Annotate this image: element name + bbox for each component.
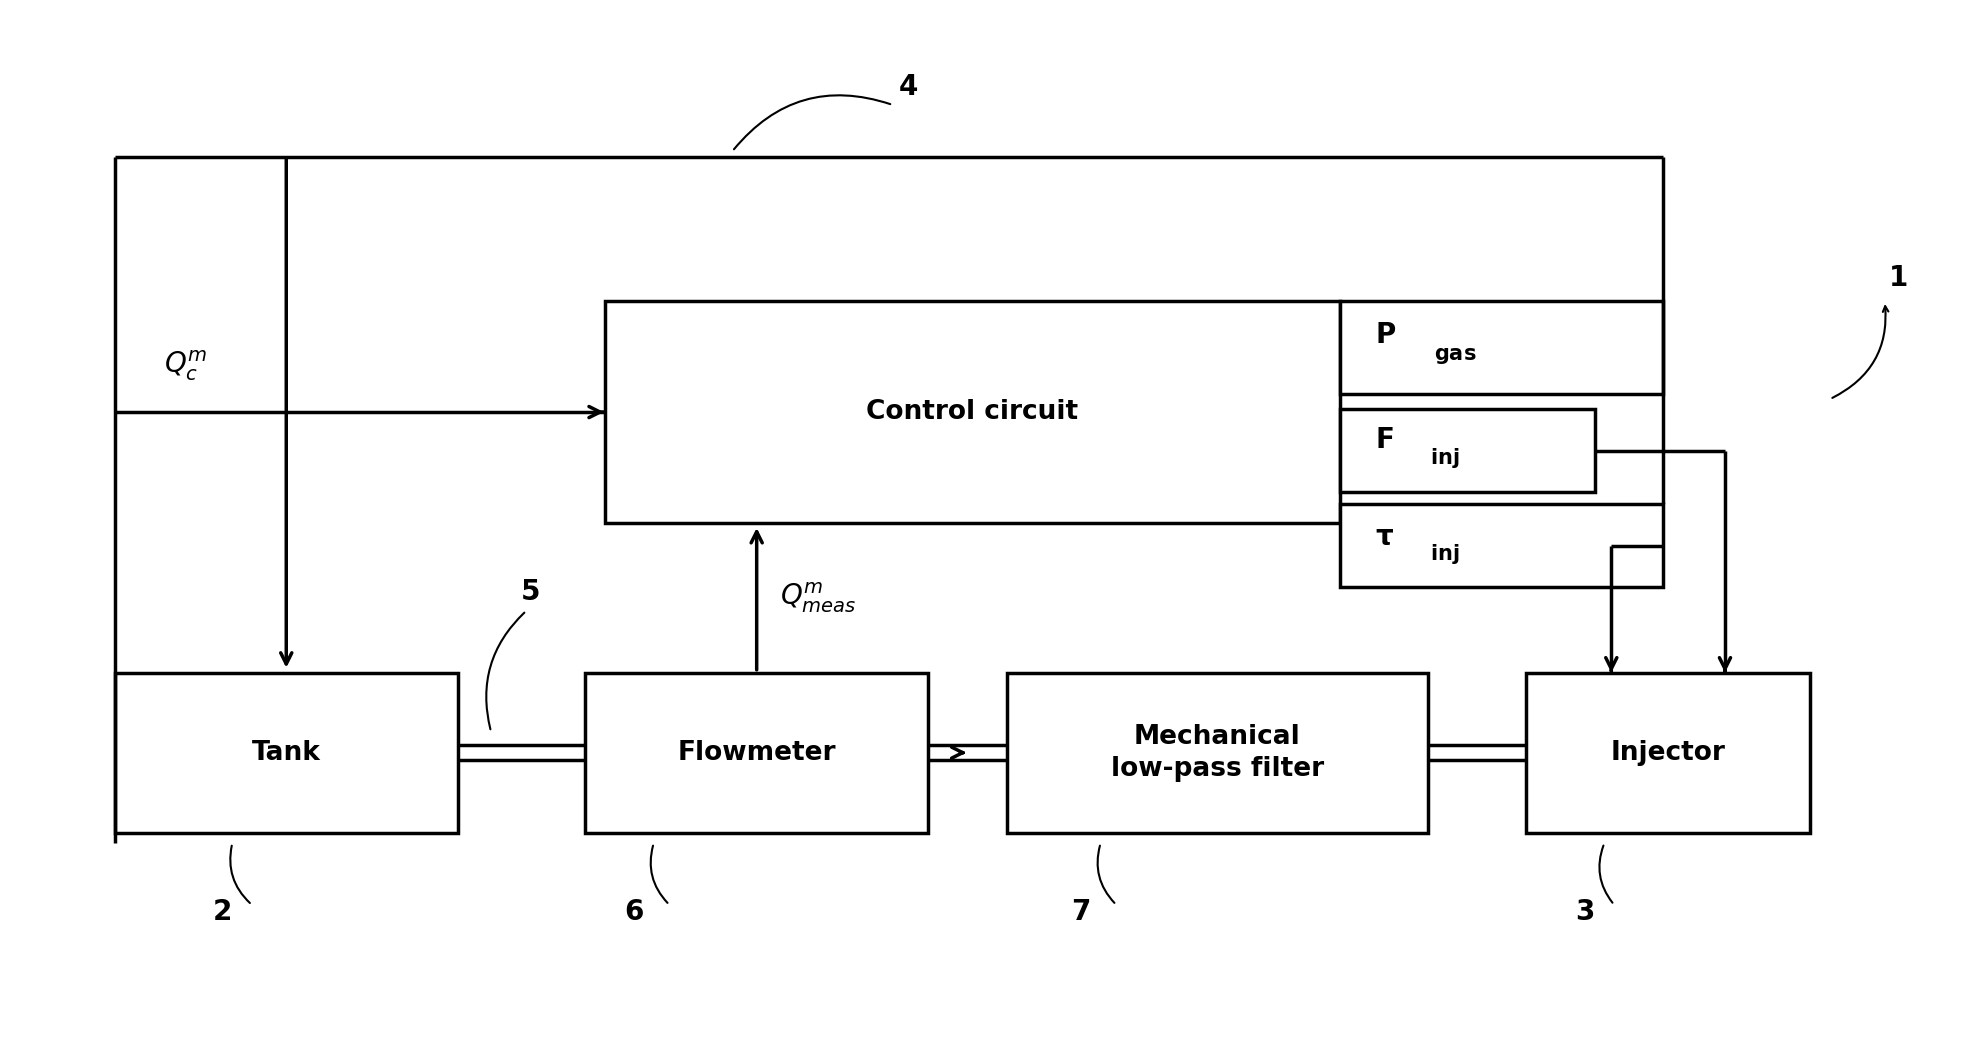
Bar xyxy=(1006,673,1426,833)
Text: 4: 4 xyxy=(898,72,917,100)
Text: 2: 2 xyxy=(213,899,233,927)
Text: $\mathbf{gas}$: $\mathbf{gas}$ xyxy=(1432,346,1476,366)
Bar xyxy=(1340,301,1663,394)
Text: $\mathbf{F}$: $\mathbf{F}$ xyxy=(1375,427,1393,454)
Text: 1: 1 xyxy=(1888,264,1908,292)
Bar xyxy=(584,673,927,833)
Text: $Q^m_{meas}$: $Q^m_{meas}$ xyxy=(779,581,856,615)
Text: 7: 7 xyxy=(1071,899,1091,927)
Bar xyxy=(1525,673,1809,833)
Text: 3: 3 xyxy=(1574,899,1594,927)
Text: Control circuit: Control circuit xyxy=(866,399,1077,425)
Bar xyxy=(1340,504,1663,587)
Text: $Q^m_c$: $Q^m_c$ xyxy=(164,348,207,383)
Text: 6: 6 xyxy=(623,899,643,927)
Text: Injector: Injector xyxy=(1610,740,1724,766)
Text: Flowmeter: Flowmeter xyxy=(677,740,835,766)
Bar xyxy=(1340,409,1594,492)
Text: $\mathbf{inj}$: $\mathbf{inj}$ xyxy=(1428,446,1458,470)
Text: $\mathbf{P}$: $\mathbf{P}$ xyxy=(1375,321,1395,349)
Bar xyxy=(604,301,1340,523)
Text: $\mathbf{\tau}$: $\mathbf{\tau}$ xyxy=(1375,523,1393,551)
Text: 5: 5 xyxy=(521,578,541,607)
Text: Mechanical
low-pass filter: Mechanical low-pass filter xyxy=(1111,724,1324,781)
Text: Tank: Tank xyxy=(253,740,320,766)
Text: $\mathbf{inj}$: $\mathbf{inj}$ xyxy=(1428,542,1458,566)
Bar xyxy=(114,673,458,833)
